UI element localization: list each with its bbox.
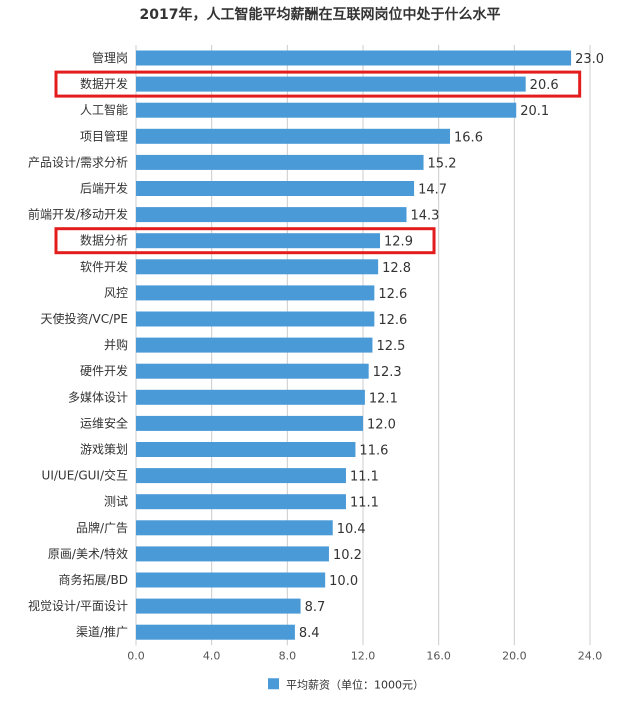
value-label: 10.2 [333, 548, 362, 563]
category-label: 软件开发 [80, 259, 128, 274]
value-label: 23.0 [575, 52, 604, 67]
category-label: 并购 [104, 337, 128, 352]
bar [136, 520, 333, 536]
x-tick-label: 8.0 [279, 649, 297, 662]
value-label: 11.1 [350, 496, 379, 511]
category-label: 渠道/推广 [76, 625, 128, 639]
category-label: 运维安全 [80, 415, 128, 430]
category-label: 人工智能 [80, 102, 128, 117]
category-label: 天使投资/VC/PE [41, 311, 129, 326]
value-label: 12.3 [373, 365, 402, 380]
bar [136, 494, 346, 510]
value-label: 14.3 [411, 209, 440, 224]
bar [136, 624, 295, 640]
category-label: 多媒体设计 [68, 390, 128, 404]
category-label: 数据分析 [80, 233, 128, 248]
value-label: 8.7 [305, 600, 326, 615]
value-label: 15.2 [428, 156, 457, 171]
value-label: 8.4 [299, 626, 320, 641]
bar [136, 50, 572, 66]
category-label: 后端开发 [80, 181, 128, 196]
bar [136, 102, 517, 118]
x-tick-label: 12.0 [351, 649, 376, 662]
bar [136, 181, 415, 196]
highlight-box [54, 227, 436, 255]
category-label: 商务拓展/BD [58, 572, 128, 587]
category-label: 原画/美术/特效 [48, 546, 128, 561]
highlight-box [54, 70, 582, 98]
bar [136, 389, 365, 405]
x-tick-label: 0.0 [127, 649, 145, 662]
value-label: 12.1 [369, 391, 398, 406]
category-label: 管理岗 [92, 50, 128, 65]
category-label: 硬件开发 [80, 363, 128, 378]
category-label: 项目管理 [80, 128, 128, 143]
value-label: 12.5 [376, 339, 405, 354]
value-label: 12.6 [378, 287, 407, 302]
value-label: 12.0 [367, 417, 396, 432]
legend-label: 平均薪资（单位：1000元） [286, 677, 424, 691]
value-label: 11.6 [359, 444, 388, 459]
bar [136, 233, 381, 249]
x-tick-label: 24.0 [578, 649, 603, 662]
value-label: 12.9 [384, 235, 413, 250]
value-label: 10.4 [337, 522, 366, 537]
bar [136, 598, 301, 614]
value-label: 20.1 [520, 104, 549, 119]
category-label: 前端开发/移动开发 [28, 207, 128, 222]
category-label: UI/UE/GUI/交互 [42, 468, 128, 483]
legend-swatch [268, 678, 279, 690]
value-label: 10.0 [329, 574, 358, 589]
category-label: 数据开发 [80, 76, 128, 91]
value-label: 11.1 [350, 470, 379, 485]
bar [136, 207, 407, 223]
bar [136, 311, 375, 327]
bar [136, 285, 375, 301]
value-label: 20.6 [530, 78, 559, 93]
category-label: 视觉设计/平面设计 [28, 598, 128, 613]
bar [136, 415, 363, 431]
bar [136, 572, 326, 588]
bar [136, 154, 424, 170]
bar [136, 337, 373, 353]
bar [136, 76, 526, 92]
category-label: 游戏策划 [80, 443, 128, 457]
bar [136, 442, 356, 457]
x-tick-label: 4.0 [203, 649, 221, 662]
category-label: 产品设计/需求分析 [28, 155, 128, 169]
category-label: 风控 [104, 286, 128, 300]
value-label: 14.7 [418, 183, 447, 198]
value-label: 12.8 [382, 261, 411, 276]
bar [136, 259, 379, 275]
category-label: 品牌/广告 [76, 521, 128, 535]
bar [136, 468, 346, 484]
category-label: 测试 [104, 494, 128, 509]
value-label: 12.6 [378, 313, 407, 328]
bar [136, 546, 329, 562]
x-tick-label: 20.0 [502, 649, 527, 662]
x-tick-label: 16.0 [426, 649, 451, 662]
bar [136, 363, 369, 379]
chart-title: 2017年，人工智能平均薪酬在互联网岗位中处于什么水平 [139, 7, 501, 23]
bar [136, 128, 451, 144]
value-label: 16.6 [454, 130, 483, 145]
